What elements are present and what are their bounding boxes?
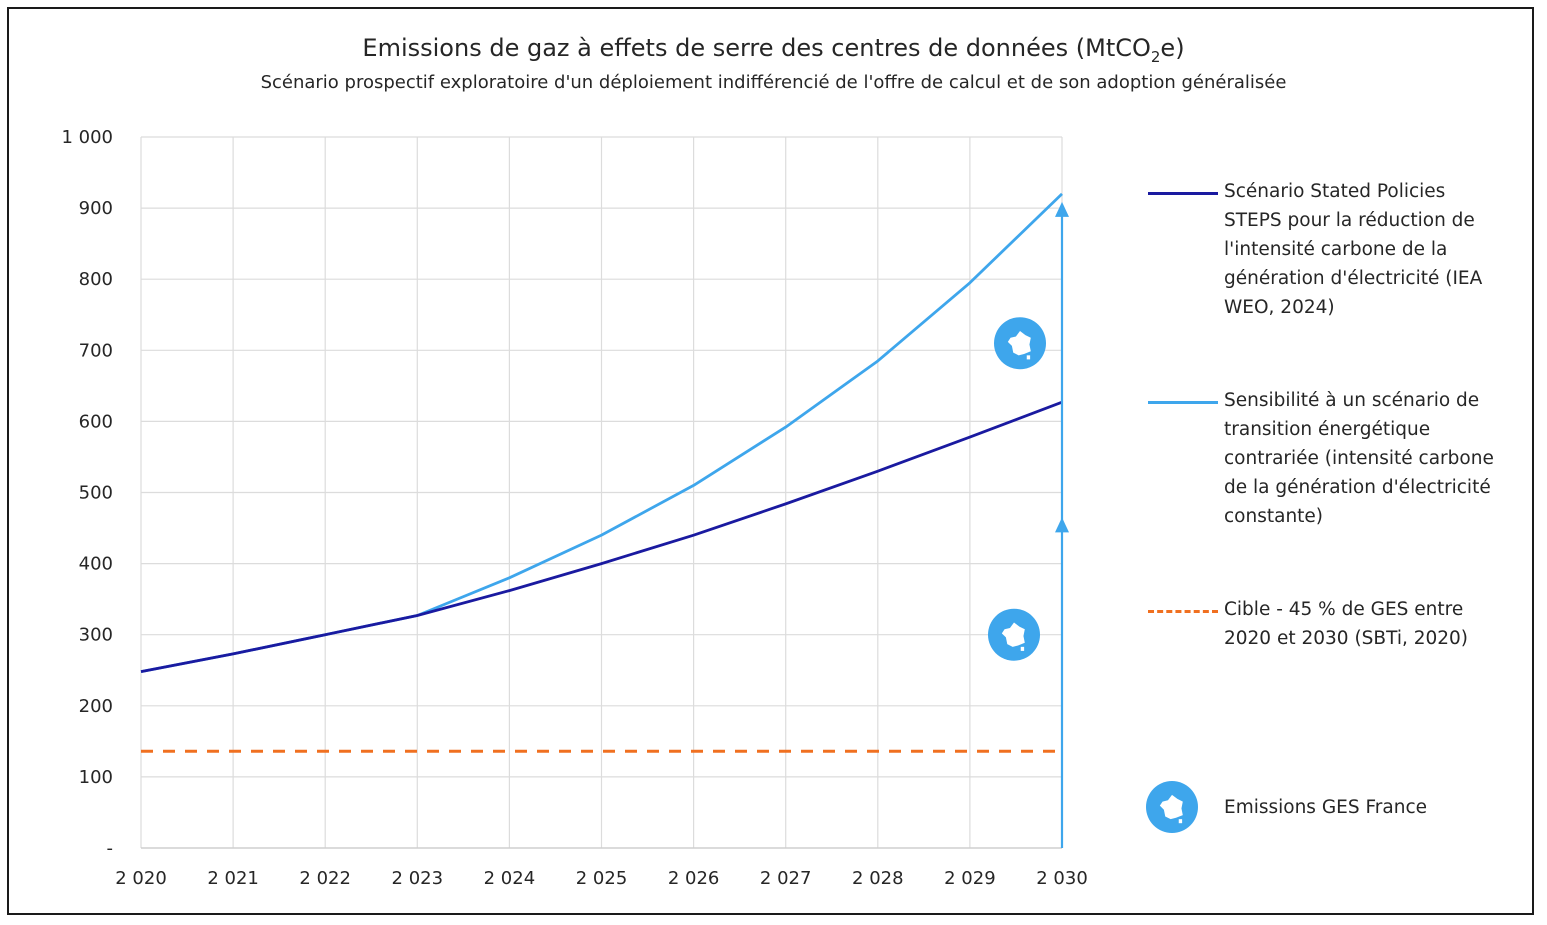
chart-title-main: Emissions de gaz à effets de serre des c… <box>362 34 1151 62</box>
france-marker-icon <box>994 317 1046 370</box>
y-tick-label: 300 <box>79 625 113 646</box>
legend-swatch-steps <box>1148 192 1218 195</box>
x-tick-label: 2 029 <box>944 868 996 889</box>
x-tick-label: 2 025 <box>576 868 628 889</box>
chart-title: Emissions de gaz à effets de serre des c… <box>0 34 1547 66</box>
y-tick-label: 900 <box>79 198 113 219</box>
legend-label-sensibilite: Sensibilité à un scénario de transition … <box>1224 390 1494 527</box>
legend-label-cible: Cible - 45 % de GES entre 2020 et 2030 (… <box>1224 599 1469 649</box>
annotation-arrowhead <box>1055 517 1069 533</box>
y-tick-label: 700 <box>79 340 113 361</box>
france-marker-icon <box>1146 781 1198 833</box>
france-marker-icon <box>988 608 1040 661</box>
y-tick-label: 1 000 <box>61 127 113 148</box>
x-tick-label: 2 030 <box>1036 868 1088 889</box>
x-tick-label: 2 027 <box>760 868 812 889</box>
y-tick-label: - <box>107 838 114 859</box>
y-tick-label: 600 <box>79 411 113 432</box>
x-tick-label: 2 028 <box>852 868 904 889</box>
chart-frame <box>7 7 1534 915</box>
y-tick-label: 800 <box>79 269 113 290</box>
legend-label-france: Emissions GES France <box>1224 797 1427 818</box>
y-tick-label: 100 <box>79 767 113 788</box>
x-tick-label: 2 022 <box>299 868 351 889</box>
x-tick-label: 2 026 <box>668 868 720 889</box>
legend-swatch-cible <box>1148 610 1218 613</box>
legend-swatch-sensibilite <box>1148 401 1218 404</box>
x-tick-label: 2 021 <box>207 868 259 889</box>
chart-title-subscript: 2 <box>1150 47 1161 66</box>
x-tick-label: 2 024 <box>484 868 536 889</box>
y-tick-label: 500 <box>79 483 113 504</box>
y-tick-label: 200 <box>79 696 113 717</box>
x-tick-label: 2 020 <box>115 868 167 889</box>
chart-subtitle: Scénario prospectif exploratoire d'un dé… <box>260 72 1287 93</box>
y-tick-label: 400 <box>79 554 113 575</box>
legend-label-steps: Scénario Stated Policies STEPS pour la r… <box>1224 181 1483 318</box>
chart-title-end: e) <box>1160 34 1185 62</box>
x-tick-label: 2 023 <box>392 868 444 889</box>
series-line-0 <box>140 400 1063 674</box>
annotation-arrowhead <box>1055 201 1069 217</box>
